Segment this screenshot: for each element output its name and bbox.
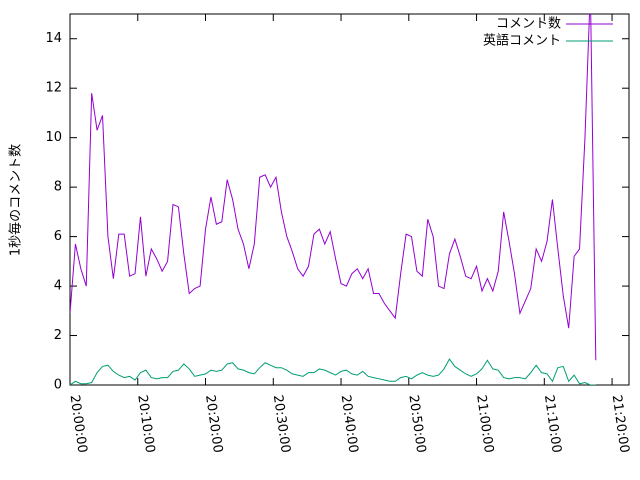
y-tick-label: 10	[45, 130, 62, 145]
x-tick-label: 20:00:00	[67, 394, 90, 454]
x-tick-label: 21:10:00	[541, 394, 564, 454]
y-tick-label: 0	[54, 378, 62, 393]
x-tick-label: 20:20:00	[202, 394, 225, 454]
series-line	[70, 358, 596, 385]
plot-frame	[69, 13, 630, 386]
x-tick-label: 21:00:00	[473, 394, 496, 454]
y-tick-label: 4	[54, 279, 62, 294]
y-tick-label: 8	[54, 180, 62, 195]
x-tick-label: 20:50:00	[405, 394, 428, 454]
y-tick-label: 12	[45, 81, 62, 96]
y-tick-label: 2	[54, 328, 62, 343]
x-tick-label: 20:40:00	[338, 394, 361, 454]
y-tick-label: 14	[45, 31, 62, 46]
x-tick-label: 21:20:00	[609, 394, 632, 454]
legend-label: 英語コメント	[483, 33, 561, 49]
y-axis-label: 1秒毎のコメント数	[8, 144, 24, 256]
x-tick-label: 20:30:00	[270, 394, 293, 454]
y-tick-label: 6	[54, 229, 62, 244]
legend-label: コメント数	[496, 17, 561, 32]
series-line	[70, 14, 597, 361]
x-tick-label: 20:10:00	[134, 394, 157, 454]
